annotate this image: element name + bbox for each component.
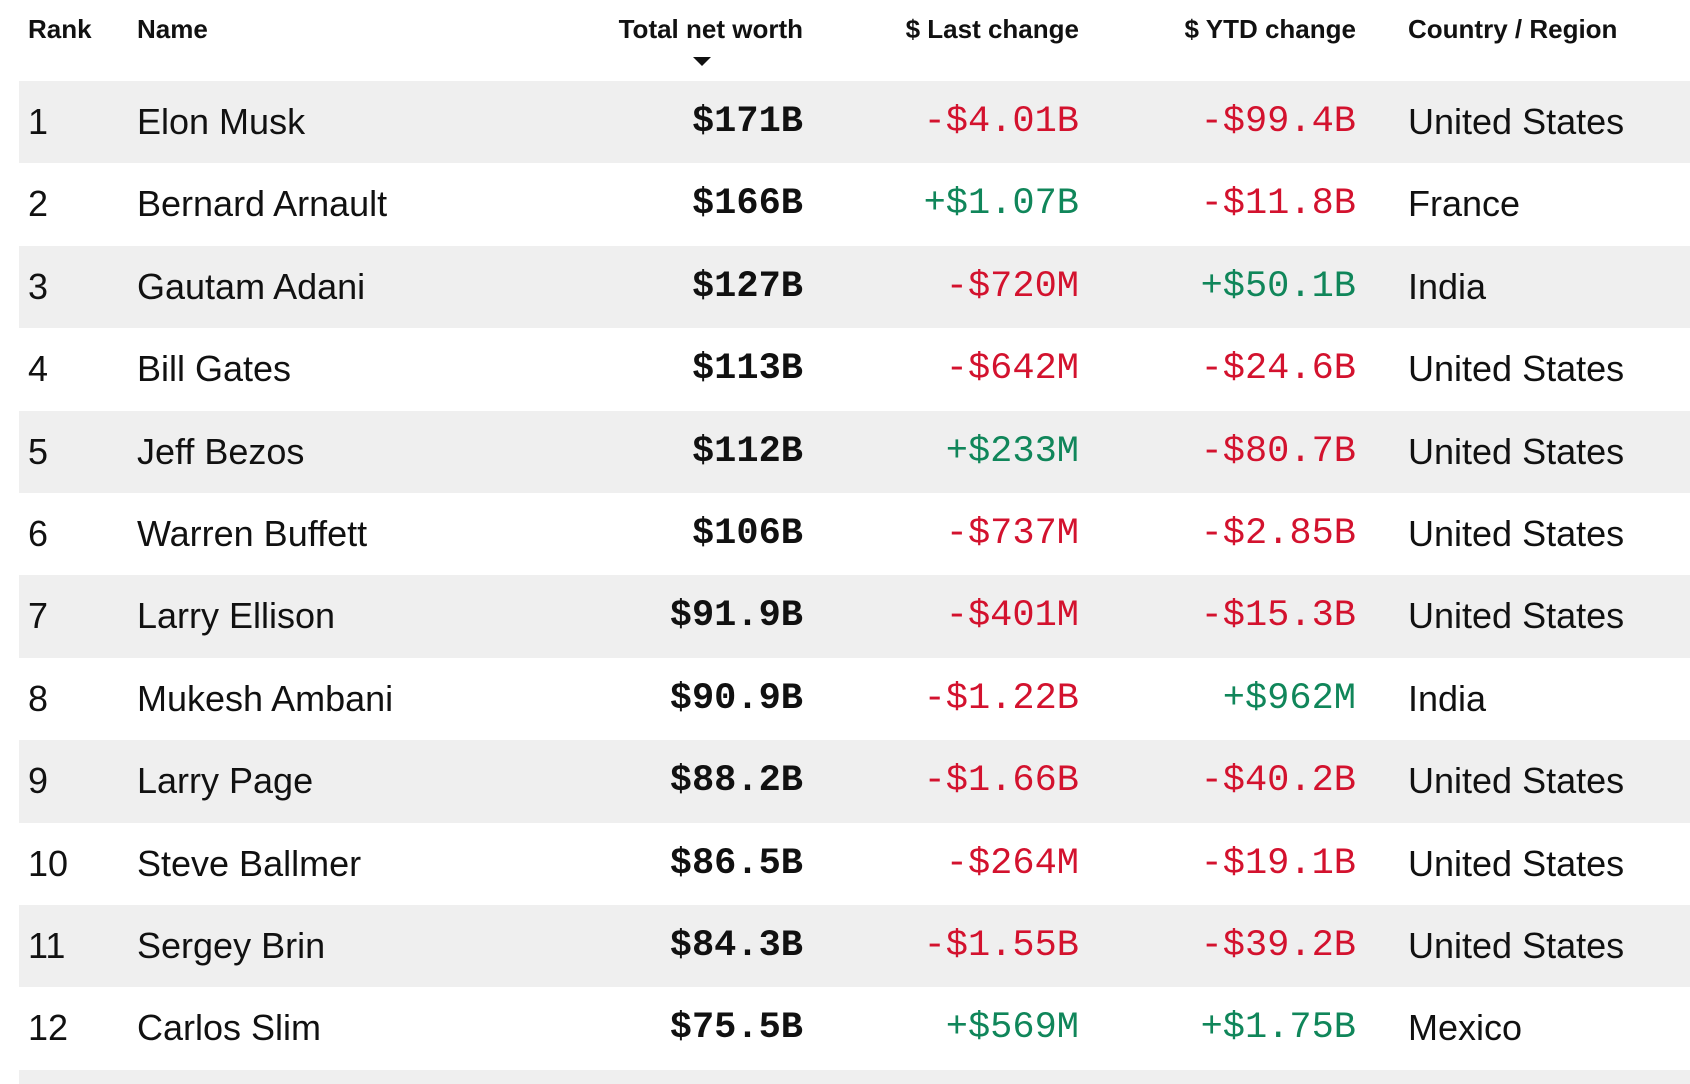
name[interactable]: Bill Gates [137, 348, 292, 390]
ytd-change: -$11.8B [1200, 183, 1356, 226]
net-worth: $91.9B [669, 595, 803, 638]
last-change: -$264M [945, 842, 1079, 885]
net-worth: $113B [691, 348, 803, 391]
ytd-change: -$40.2B [1200, 760, 1356, 803]
net-worth: $166B [691, 183, 803, 226]
country-header[interactable]: Country / Region [1408, 14, 1618, 44]
ytd-change: +$1.75B [1200, 1007, 1356, 1050]
net-worth: $90.9B [669, 677, 803, 720]
rank: 1 [28, 101, 49, 142]
rank: 3 [28, 265, 49, 307]
rank: 10 [28, 842, 69, 884]
rank: 11 [28, 925, 66, 966]
last-change: -$720M [945, 265, 1079, 308]
name[interactable]: Jeff Bezos [137, 430, 305, 472]
ytd-change: -$80.7B [1200, 430, 1356, 473]
net-worth: $86.5B [669, 842, 803, 885]
country: Mexico [1408, 1007, 1523, 1049]
rank: 6 [28, 513, 49, 554]
net-worth: $75.5B [669, 1007, 803, 1050]
country: United States [1408, 101, 1625, 142]
last-change: -$401M [945, 595, 1079, 638]
ytd-change: +$50.1B [1200, 265, 1356, 308]
last-change: +$233M [945, 430, 1079, 473]
net-worth: $106B [691, 513, 803, 555]
rank: 4 [28, 348, 49, 390]
name[interactable]: Carlos Slim [137, 1007, 322, 1049]
net-worth: $88.2B [669, 760, 803, 803]
ytd-change: -$15.3B [1200, 595, 1356, 638]
row-stripe [19, 740, 1690, 823]
ytd-change: -$99.4B [1200, 101, 1356, 143]
ytd-change: -$19.1B [1200, 842, 1356, 885]
row-stripe [19, 575, 1690, 658]
name[interactable]: Mukesh Ambani [137, 677, 394, 719]
net-worth: $171B [691, 101, 803, 143]
rank: 2 [28, 183, 49, 225]
country: India [1408, 265, 1487, 307]
country: United States [1408, 513, 1625, 554]
name[interactable]: Steve Ballmer [137, 842, 362, 884]
ytd-change: +$962M [1222, 677, 1356, 720]
name[interactable]: Gautam Adani [137, 265, 366, 307]
last-change: -$737M [945, 513, 1079, 555]
rank: 5 [28, 430, 49, 472]
country: India [1408, 677, 1487, 719]
last-change: -$4.01B [923, 101, 1079, 143]
country: United States [1408, 430, 1625, 472]
last-change: -$1.66B [923, 760, 1079, 803]
country: United States [1408, 760, 1625, 802]
ytd-change: -$39.2B [1200, 925, 1356, 967]
name-header[interactable]: Name [137, 14, 208, 44]
row-stripe [19, 905, 1690, 988]
name[interactable]: Warren Buffett [137, 513, 368, 554]
name[interactable]: Bernard Arnault [137, 183, 388, 225]
net-worth: $84.3B [669, 925, 803, 967]
ytd-change: -$2.85B [1200, 513, 1356, 555]
name[interactable]: Larry Ellison [137, 595, 336, 637]
last-change: +$1.07B [923, 183, 1079, 226]
rank: 8 [28, 677, 49, 719]
row-stripe [19, 245, 1690, 329]
sort-arrow[interactable] [692, 56, 712, 68]
net-worth: $127B [691, 265, 803, 308]
name[interactable]: Larry Page [137, 760, 314, 802]
country: United States [1408, 595, 1625, 637]
row-stripe [19, 81, 1690, 164]
country: United States [1408, 348, 1625, 390]
name[interactable]: Sergey Brin [137, 925, 326, 966]
last-change: -$642M [945, 348, 1079, 391]
rank: 9 [28, 760, 49, 802]
row-stripe [19, 410, 1690, 493]
last-change: -$1.55B [923, 925, 1079, 967]
ytd-change: -$24.6B [1200, 348, 1356, 391]
last-change: -$1.22B [923, 677, 1079, 720]
ytd-change-header[interactable]: $ YTD change [1184, 14, 1356, 44]
country: United States [1408, 842, 1625, 884]
net-worth-header[interactable]: Total net worth [618, 14, 803, 44]
rank: 7 [28, 595, 49, 637]
last-change: +$569M [945, 1007, 1079, 1050]
row-stripe [19, 1069, 1690, 1084]
name[interactable]: Elon Musk [137, 101, 306, 142]
country: United States [1408, 925, 1625, 966]
country: France [1408, 183, 1521, 225]
rank: 12 [28, 1007, 69, 1049]
last-change-header[interactable]: $ Last change [905, 14, 1079, 44]
rank-header[interactable]: Rank [28, 14, 92, 44]
net-worth: $112B [691, 430, 803, 473]
